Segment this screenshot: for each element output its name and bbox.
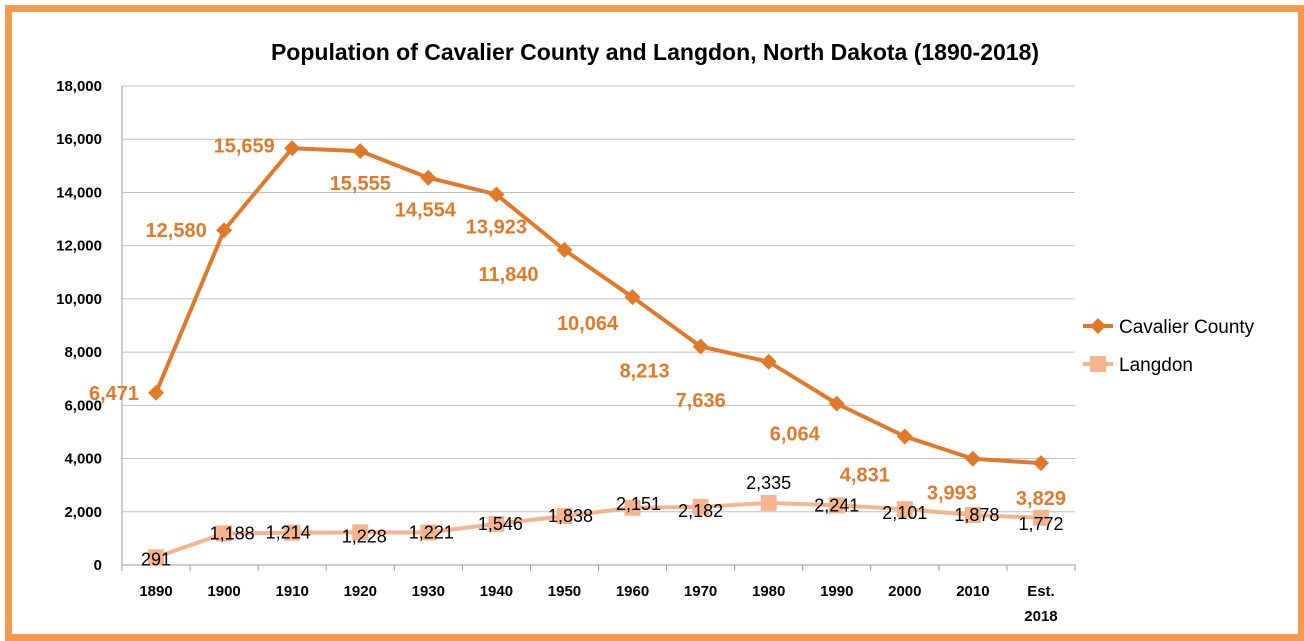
data-label-langdon: 2,335 (746, 473, 791, 493)
data-point-langdon (556, 508, 573, 525)
y-tick-label: 0 (94, 557, 102, 574)
data-point-cavalier-county (488, 186, 505, 203)
x-tick-label: 1960 (616, 583, 649, 600)
data-point-cavalier-county (352, 143, 369, 160)
x-tick-label: 1940 (480, 583, 513, 600)
data-label-cavalier-county: 14,554 (395, 200, 457, 222)
series-line-langdon (155, 500, 1042, 560)
data-point-langdon (828, 497, 845, 514)
data-point-langdon (488, 515, 505, 532)
data-point-cavalier-county (216, 222, 233, 239)
data-point-langdon (216, 525, 233, 542)
data-point-cavalier-county (828, 395, 845, 412)
data-point-cavalier-county (624, 289, 641, 306)
x-tick-label: 1910 (275, 583, 308, 600)
data-point-cavalier-county (420, 169, 437, 186)
data-point-langdon (760, 494, 777, 511)
x-tick-label: 1900 (207, 583, 240, 600)
data-point-langdon (148, 549, 165, 566)
series-line-cavalier-county (154, 146, 1042, 466)
legend-label-langdon: Langdon (1119, 355, 1193, 376)
data-label-cavalier-county: 4,831 (840, 464, 890, 486)
data-point-cavalier-county (284, 140, 301, 157)
data-label-cavalier-county: 7,636 (676, 390, 726, 412)
data-point-cavalier-county (556, 241, 573, 258)
data-label-langdon: 1,221 (409, 523, 454, 543)
x-tick-label: 2010 (956, 583, 989, 600)
data-point-langdon (1032, 509, 1049, 526)
y-tick-label: 2,000 (64, 504, 102, 521)
data-point-langdon (964, 507, 981, 524)
data-point-cavalier-county (964, 450, 981, 467)
x-tick-label: 1990 (820, 583, 853, 600)
x-tick-label: 1930 (412, 583, 445, 600)
y-tick-label: 18,000 (56, 78, 102, 95)
data-label-langdon: 1,772 (1018, 514, 1063, 534)
data-label-langdon: 2,241 (814, 495, 859, 515)
data-label-cavalier-county: 15,555 (330, 173, 391, 195)
data-label-langdon: 1,878 (954, 505, 999, 525)
data-label-langdon: 1,546 (478, 514, 523, 534)
data-point-cavalier-county (1032, 455, 1049, 472)
data-point-cavalier-county (760, 353, 777, 370)
data-point-langdon (284, 524, 301, 541)
data-label-langdon: 291 (141, 549, 171, 569)
data-label-cavalier-county: 13,923 (466, 216, 527, 238)
data-point-langdon (352, 524, 369, 541)
y-tick-label: 14,000 (56, 184, 102, 201)
data-label-cavalier-county: 6,471 (89, 383, 139, 405)
x-tick-label: 1890 (139, 583, 172, 600)
data-label-cavalier-county: 11,840 (478, 264, 538, 286)
data-label-cavalier-county: 15,659 (214, 135, 275, 157)
x-tick-label: 1970 (684, 583, 717, 600)
data-label-cavalier-county: 8,213 (620, 360, 670, 382)
data-label-cavalier-county: 3,829 (1016, 488, 1066, 510)
legend-marker-langdon (1090, 356, 1106, 372)
data-point-cavalier-county (148, 384, 165, 401)
data-label-langdon: 1,838 (548, 506, 593, 526)
x-tick-label: Est. (1027, 583, 1055, 600)
x-tick-label: 1950 (548, 583, 581, 600)
data-label-langdon: 1,188 (210, 523, 255, 543)
y-tick-label: 6,000 (64, 397, 102, 414)
chart-title: Population of Cavalier County and Langdo… (270, 39, 1040, 65)
data-label-cavalier-county: 10,064 (557, 313, 619, 335)
data-point-langdon (420, 524, 437, 541)
data-point-cavalier-county (896, 428, 913, 445)
y-tick-label: 8,000 (64, 344, 102, 361)
data-label-langdon: 1,214 (266, 523, 311, 543)
y-tick-label: 10,000 (56, 291, 102, 308)
data-label-langdon: 2,182 (678, 501, 723, 521)
data-label-langdon: 2,151 (616, 494, 661, 514)
x-tick-label: 1980 (752, 583, 785, 600)
data-label-cavalier-county: 3,993 (927, 483, 977, 505)
x-tick-label: 1920 (344, 583, 377, 600)
legend-marker-cavalier-county (1090, 318, 1106, 334)
data-label-cavalier-county: 6,064 (770, 424, 821, 446)
y-tick-label: 16,000 (56, 131, 102, 148)
y-tick-label: 12,000 (56, 238, 102, 255)
data-point-langdon (692, 498, 709, 515)
data-point-langdon (896, 501, 913, 518)
data-label-langdon: 2,101 (882, 503, 927, 523)
y-tick-label: 4,000 (64, 451, 102, 468)
data-point-cavalier-county (692, 338, 709, 355)
data-label-cavalier-county: 12,580 (146, 220, 207, 242)
x-tick-label: 2000 (888, 583, 921, 600)
data-point-langdon (624, 499, 641, 516)
legend-label-cavalier-county: Cavalier County (1119, 317, 1255, 338)
data-label-langdon: 1,228 (342, 526, 387, 546)
x-tick-label: 2018 (1024, 608, 1057, 625)
